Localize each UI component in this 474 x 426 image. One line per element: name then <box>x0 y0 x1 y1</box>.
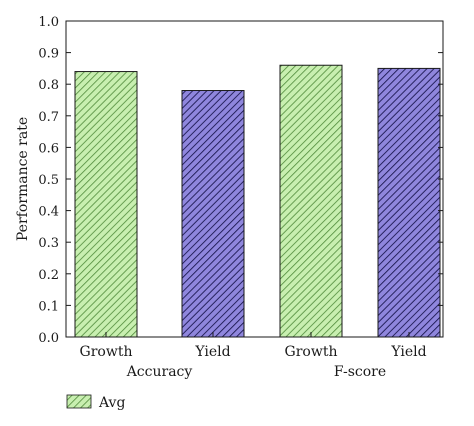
group-label: Accuracy <box>126 364 193 380</box>
bars-layer <box>74 64 441 338</box>
y-tick-label: 0.0 <box>38 331 59 346</box>
y-tick-label: 1.0 <box>38 15 59 30</box>
bar-growth <box>279 64 343 338</box>
y-axis-label: Performance rate <box>15 117 31 241</box>
y-tick-label: 0.2 <box>38 268 59 283</box>
y-axis: 0.0 0.1 0.2 0.3 0.4 0.5 0.6 0.7 0.8 0.9 1.0 <box>38 15 443 346</box>
y-tick-label: 0.8 <box>38 78 59 93</box>
bar-growth <box>74 71 138 338</box>
x-tick-label: Growth <box>285 344 338 360</box>
y-tick-label: 0.9 <box>38 47 59 62</box>
group-label: F-score <box>334 364 386 380</box>
x-tick-label: Growth <box>80 344 133 360</box>
legend-label-avg: Avg <box>98 395 125 411</box>
legend-swatch-avg <box>66 394 92 409</box>
legend: Avg <box>66 394 125 411</box>
bar-yield <box>181 90 245 338</box>
y-tick-label: 0.3 <box>38 236 59 251</box>
y-tick-label: 0.7 <box>38 110 59 125</box>
y-tick-label: 0.4 <box>38 205 59 220</box>
y-tick-label: 0.6 <box>38 141 59 156</box>
bar-yield <box>377 67 441 338</box>
x-tick-label: Yield <box>194 344 230 360</box>
y-tick-label: 0.1 <box>38 299 59 314</box>
x-tick-label: Yield <box>390 344 426 360</box>
y-tick-label: 0.5 <box>38 173 59 188</box>
